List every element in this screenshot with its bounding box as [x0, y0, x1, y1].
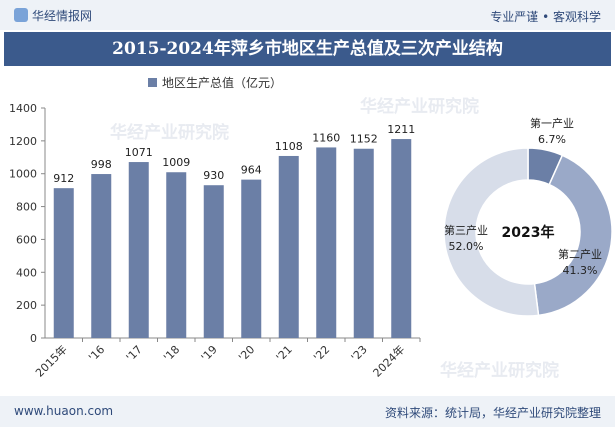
y-tick-label: 600: [16, 233, 37, 246]
bar: [53, 188, 74, 338]
bar: [278, 155, 299, 338]
pie-slice-value: 41.3%: [563, 264, 598, 277]
x-tick-label: '21: [274, 343, 295, 364]
bar: [316, 147, 337, 338]
watermark: 华经产业研究院: [360, 97, 479, 117]
bar: [166, 172, 187, 338]
bar-value-label: 912: [53, 172, 74, 185]
title-bar: 2015-2024年萍乡市地区生产总值及三次产业结构: [4, 32, 611, 66]
x-tick-label: '23: [349, 343, 370, 364]
pie-slice: [443, 147, 540, 317]
bar-value-label: 1211: [387, 123, 415, 136]
watermark: 华经产业研究院: [440, 361, 559, 381]
brand: 华经情报网: [14, 7, 92, 24]
brand-logo-icon: [14, 8, 28, 22]
bar-value-label: 1009: [162, 156, 190, 169]
x-tick-label: '18: [161, 343, 182, 364]
y-tick-label: 200: [16, 299, 37, 312]
bar-value-label: 1160: [312, 131, 340, 144]
y-tick-label: 1400: [9, 102, 37, 115]
x-tick-label: '19: [199, 343, 220, 364]
x-tick-label: '16: [86, 343, 107, 364]
y-tick-label: 400: [16, 266, 37, 279]
x-tick-label: '17: [124, 343, 145, 364]
bar-value-label: 930: [203, 169, 224, 182]
y-tick-label: 800: [16, 201, 37, 214]
footer-site: www.huaon.com: [14, 404, 114, 418]
bar-value-label: 1071: [125, 146, 153, 159]
bar-value-label: 964: [241, 164, 262, 177]
pie-slice: [533, 154, 613, 317]
bar: [241, 179, 262, 338]
legend-swatch: [148, 78, 157, 87]
chart-title: 2015-2024年萍乡市地区生产总值及三次产业结构: [112, 39, 503, 59]
x-tick-label: '20: [236, 343, 257, 364]
pie-center-label: 2023年: [502, 224, 555, 241]
pie-slice-value: 52.0%: [449, 240, 484, 253]
footer-source: 资料来源：统计局，华经产业研究院整理: [384, 406, 601, 420]
bar-value-label: 998: [91, 158, 112, 171]
top-bar: 华经情报网 专业严谨 • 客观科学: [0, 0, 615, 30]
bar: [91, 174, 112, 338]
bar-value-label: 1152: [350, 133, 378, 146]
y-tick-label: 1200: [9, 135, 37, 148]
pie-slice-label: 第一产业: [530, 116, 574, 130]
bar: [203, 185, 224, 338]
pie-slice-value: 6.7%: [538, 133, 566, 146]
x-tick-label: 2024年: [370, 342, 407, 379]
pie-slice-label: 第二产业: [558, 247, 602, 261]
y-tick-label: 0: [30, 332, 37, 345]
bar: [391, 139, 412, 338]
bar-value-label: 1108: [275, 140, 303, 153]
watermark: 华经产业研究院: [110, 123, 229, 143]
x-tick-label: '22: [311, 343, 332, 364]
bar: [353, 148, 374, 338]
y-tick-label: 1000: [9, 168, 37, 181]
bar: [128, 162, 149, 338]
brand-text: 华经情报网: [32, 9, 93, 23]
x-tick-label: 2015年: [32, 342, 69, 379]
pie-slice-label: 第三产业: [444, 223, 488, 237]
legend: 地区生产总值（亿元）: [148, 74, 282, 91]
slogan: 专业严谨 • 客观科学: [490, 10, 601, 24]
legend-label: 地区生产总值（亿元）: [162, 76, 283, 90]
footer: www.huaon.com 资料来源：统计局，华经产业研究院整理: [0, 396, 615, 427]
